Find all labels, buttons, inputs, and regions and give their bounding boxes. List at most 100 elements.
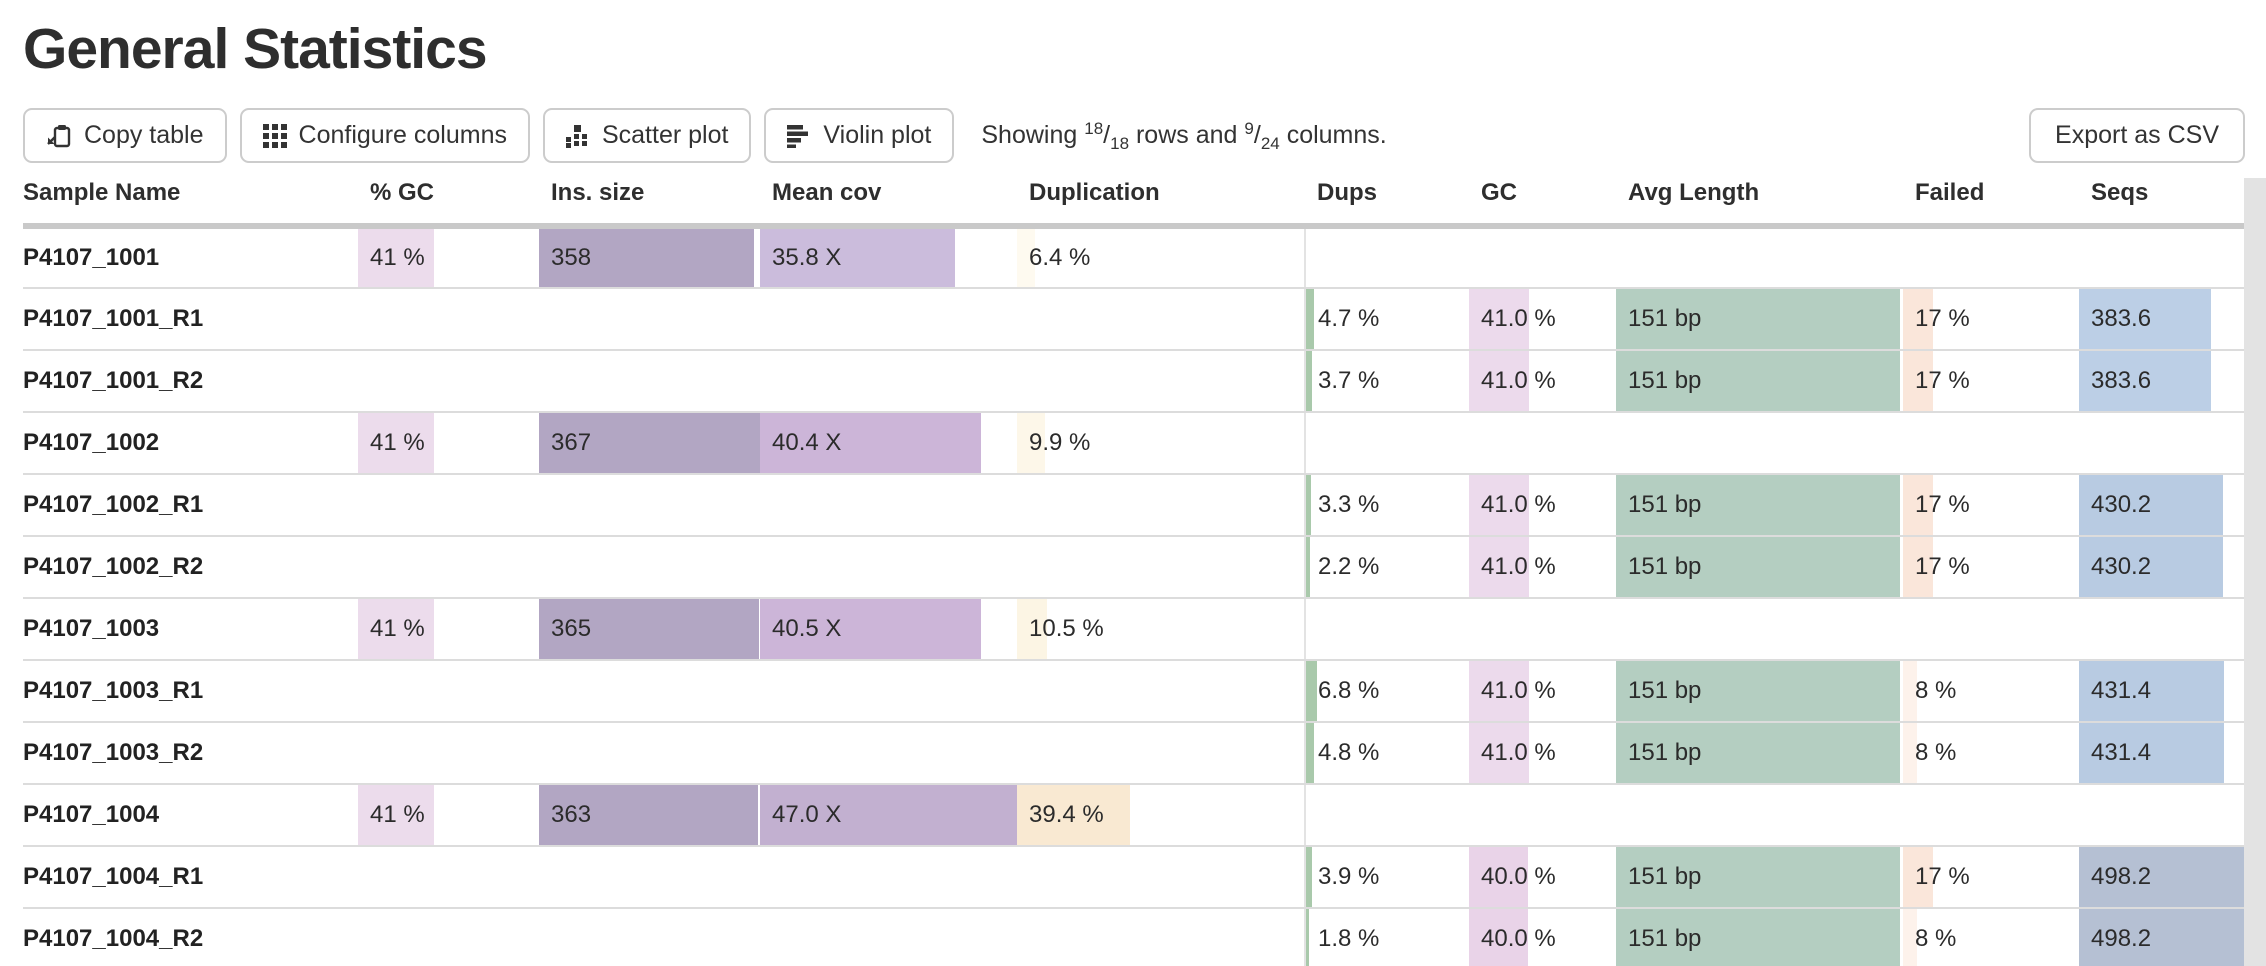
- column-header-sample[interactable]: Sample Name: [23, 175, 358, 229]
- cell-gc: 41.0 %: [1469, 474, 1616, 537]
- cell-gc: [1469, 412, 1616, 475]
- copy-table-button[interactable]: Copy table: [23, 108, 227, 163]
- cell-gc_pct: 41 %: [358, 784, 539, 847]
- cell-gc_pct: [358, 536, 539, 599]
- value-bar: [760, 785, 1017, 844]
- sample-name-cell[interactable]: P4107_1002: [23, 412, 358, 475]
- export-csv-button[interactable]: Export as CSV: [2029, 108, 2245, 163]
- cell-failed: [1903, 598, 2079, 661]
- value-bar: [1307, 537, 1310, 596]
- column-header-mean_cov[interactable]: Mean cov: [760, 175, 1017, 229]
- value-bar: [2079, 661, 2225, 720]
- sample-name-cell[interactable]: P4107_1004_R1: [23, 846, 358, 909]
- cell-failed: 17 %: [1903, 474, 2079, 537]
- sample-name-cell[interactable]: P4107_1004: [23, 784, 358, 847]
- cell-value: 35.8 X: [772, 244, 842, 271]
- column-header-dups[interactable]: Dups: [1305, 175, 1469, 229]
- cell-dups: [1304, 598, 1469, 661]
- cell-value: 41.0 %: [1481, 305, 1556, 332]
- value-bar: [1469, 909, 1528, 966]
- cell-seqs: [2079, 226, 2248, 289]
- cell-value: 41 %: [370, 429, 425, 456]
- scatter-plot-label: Scatter plot: [601, 121, 729, 149]
- scatter-plot-button[interactable]: Scatter plot: [542, 108, 752, 163]
- value-bar: [1307, 289, 1314, 348]
- sample-name-cell[interactable]: P4107_1001: [23, 226, 358, 289]
- cell-failed: 8 %: [1903, 722, 2079, 785]
- cell-value: 8 %: [1915, 739, 1957, 766]
- column-header-gc_pct[interactable]: % GC: [358, 175, 539, 229]
- cell-value: 151 bp: [1628, 491, 1702, 518]
- cell-ins_size: 365: [539, 598, 760, 661]
- sample-name-cell[interactable]: P4107_1003_R2: [23, 722, 358, 785]
- cell-value: 40.4 X: [772, 429, 842, 456]
- cell-duplication: [1017, 474, 1305, 537]
- cell-avg_length: [1616, 598, 1903, 661]
- value-bar: [539, 785, 758, 844]
- column-header-duplication[interactable]: Duplication: [1017, 175, 1305, 229]
- configure-columns-label: Configure columns: [298, 121, 507, 149]
- cell-gc: 40.0 %: [1469, 846, 1616, 909]
- table-row: P4107_1002_R2 2.2 % 41.0 % 151 bp 17 % 430.2: [23, 536, 2248, 599]
- value-bar: [2079, 909, 2245, 966]
- cell-duplication: 39.4 %: [1017, 784, 1305, 847]
- column-header-failed[interactable]: Failed: [1903, 175, 2079, 229]
- clipboard-icon: [46, 123, 72, 149]
- value-bar: [358, 599, 435, 658]
- column-header-seqs[interactable]: Seqs: [2079, 175, 2247, 229]
- table-row: P4107_1002 41 % 367 40.4 X 9.9 %: [23, 412, 2248, 475]
- cell-value: 151 bp: [1628, 553, 1702, 580]
- rows-total-count: 18: [1110, 134, 1130, 153]
- rows-shown-count: 18: [1084, 119, 1104, 138]
- cell-gc: 41.0 %: [1469, 660, 1616, 723]
- value-bar: [1017, 413, 1046, 472]
- cell-gc: 41.0 %: [1469, 722, 1616, 785]
- value-bar: [1616, 909, 1901, 966]
- cell-avg_length: 151 bp: [1616, 722, 1903, 785]
- sample-name-cell[interactable]: P4107_1003: [23, 598, 358, 661]
- columns-total-count: 24: [1260, 134, 1280, 153]
- cell-value: 358: [551, 244, 592, 271]
- cell-duplication: [1017, 722, 1305, 785]
- vertical-scrollbar[interactable]: [2244, 178, 2266, 966]
- value-bar: [358, 413, 435, 472]
- value-bar: [1469, 661, 1530, 720]
- cell-mean_cov: 40.4 X: [760, 412, 1017, 475]
- cell-gc: 41.0 %: [1469, 536, 1616, 599]
- configure-columns-button[interactable]: Configure columns: [239, 108, 530, 163]
- value-bar: [1616, 289, 1901, 348]
- cell-dups: 3.9 %: [1304, 846, 1469, 909]
- cell-dups: [1304, 226, 1469, 289]
- column-header-avg_length[interactable]: Avg Length: [1616, 175, 1903, 229]
- cell-value: 430.2: [2091, 491, 2152, 518]
- cell-mean_cov: 40.5 X: [760, 598, 1017, 661]
- cell-ins_size: 367: [539, 412, 760, 475]
- cell-gc_pct: [358, 288, 539, 351]
- cell-dups: [1304, 412, 1469, 475]
- sample-name-cell[interactable]: P4107_1002_R2: [23, 536, 358, 599]
- cell-failed: 17 %: [1903, 536, 2079, 599]
- violin-plot-button[interactable]: Violin plot: [764, 108, 955, 163]
- cell-gc_pct: [358, 846, 539, 909]
- cell-gc_pct: [358, 908, 539, 966]
- sample-name-cell[interactable]: P4107_1004_R2: [23, 908, 358, 966]
- sample-name-cell[interactable]: P4107_1003_R1: [23, 660, 358, 723]
- cell-dups: 3.7 %: [1304, 350, 1469, 413]
- sample-name-cell[interactable]: P4107_1002_R1: [23, 474, 358, 537]
- column-header-ins_size[interactable]: Ins. size: [539, 175, 760, 229]
- cell-value: 10.5 %: [1029, 615, 1104, 642]
- value-bar: [1903, 847, 1933, 906]
- cell-gc: 41.0 %: [1469, 350, 1616, 413]
- sample-name-cell[interactable]: P4107_1001_R2: [23, 350, 358, 413]
- table-row: P4107_1001_R2 3.7 % 41.0 % 151 bp 17 % 383.6: [23, 350, 2248, 413]
- cell-value: 4.8 %: [1318, 739, 1380, 766]
- cell-value: 2.2 %: [1318, 553, 1380, 580]
- cell-gc_pct: [358, 350, 539, 413]
- cell-seqs: [2079, 412, 2248, 475]
- sample-name-cell[interactable]: P4107_1001_R1: [23, 288, 358, 351]
- export-csv-label: Export as CSV: [2055, 121, 2219, 149]
- cell-value: 3.9 %: [1318, 863, 1380, 890]
- column-header-gc[interactable]: GC: [1469, 175, 1616, 229]
- general-statistics-table: Sample Name% GC Ins. size Mean cov Duplicat…: [23, 175, 2248, 966]
- table-row: P4107_1004_R2 1.8 % 40.0 % 151 bp 8 % 498.2: [23, 908, 2248, 966]
